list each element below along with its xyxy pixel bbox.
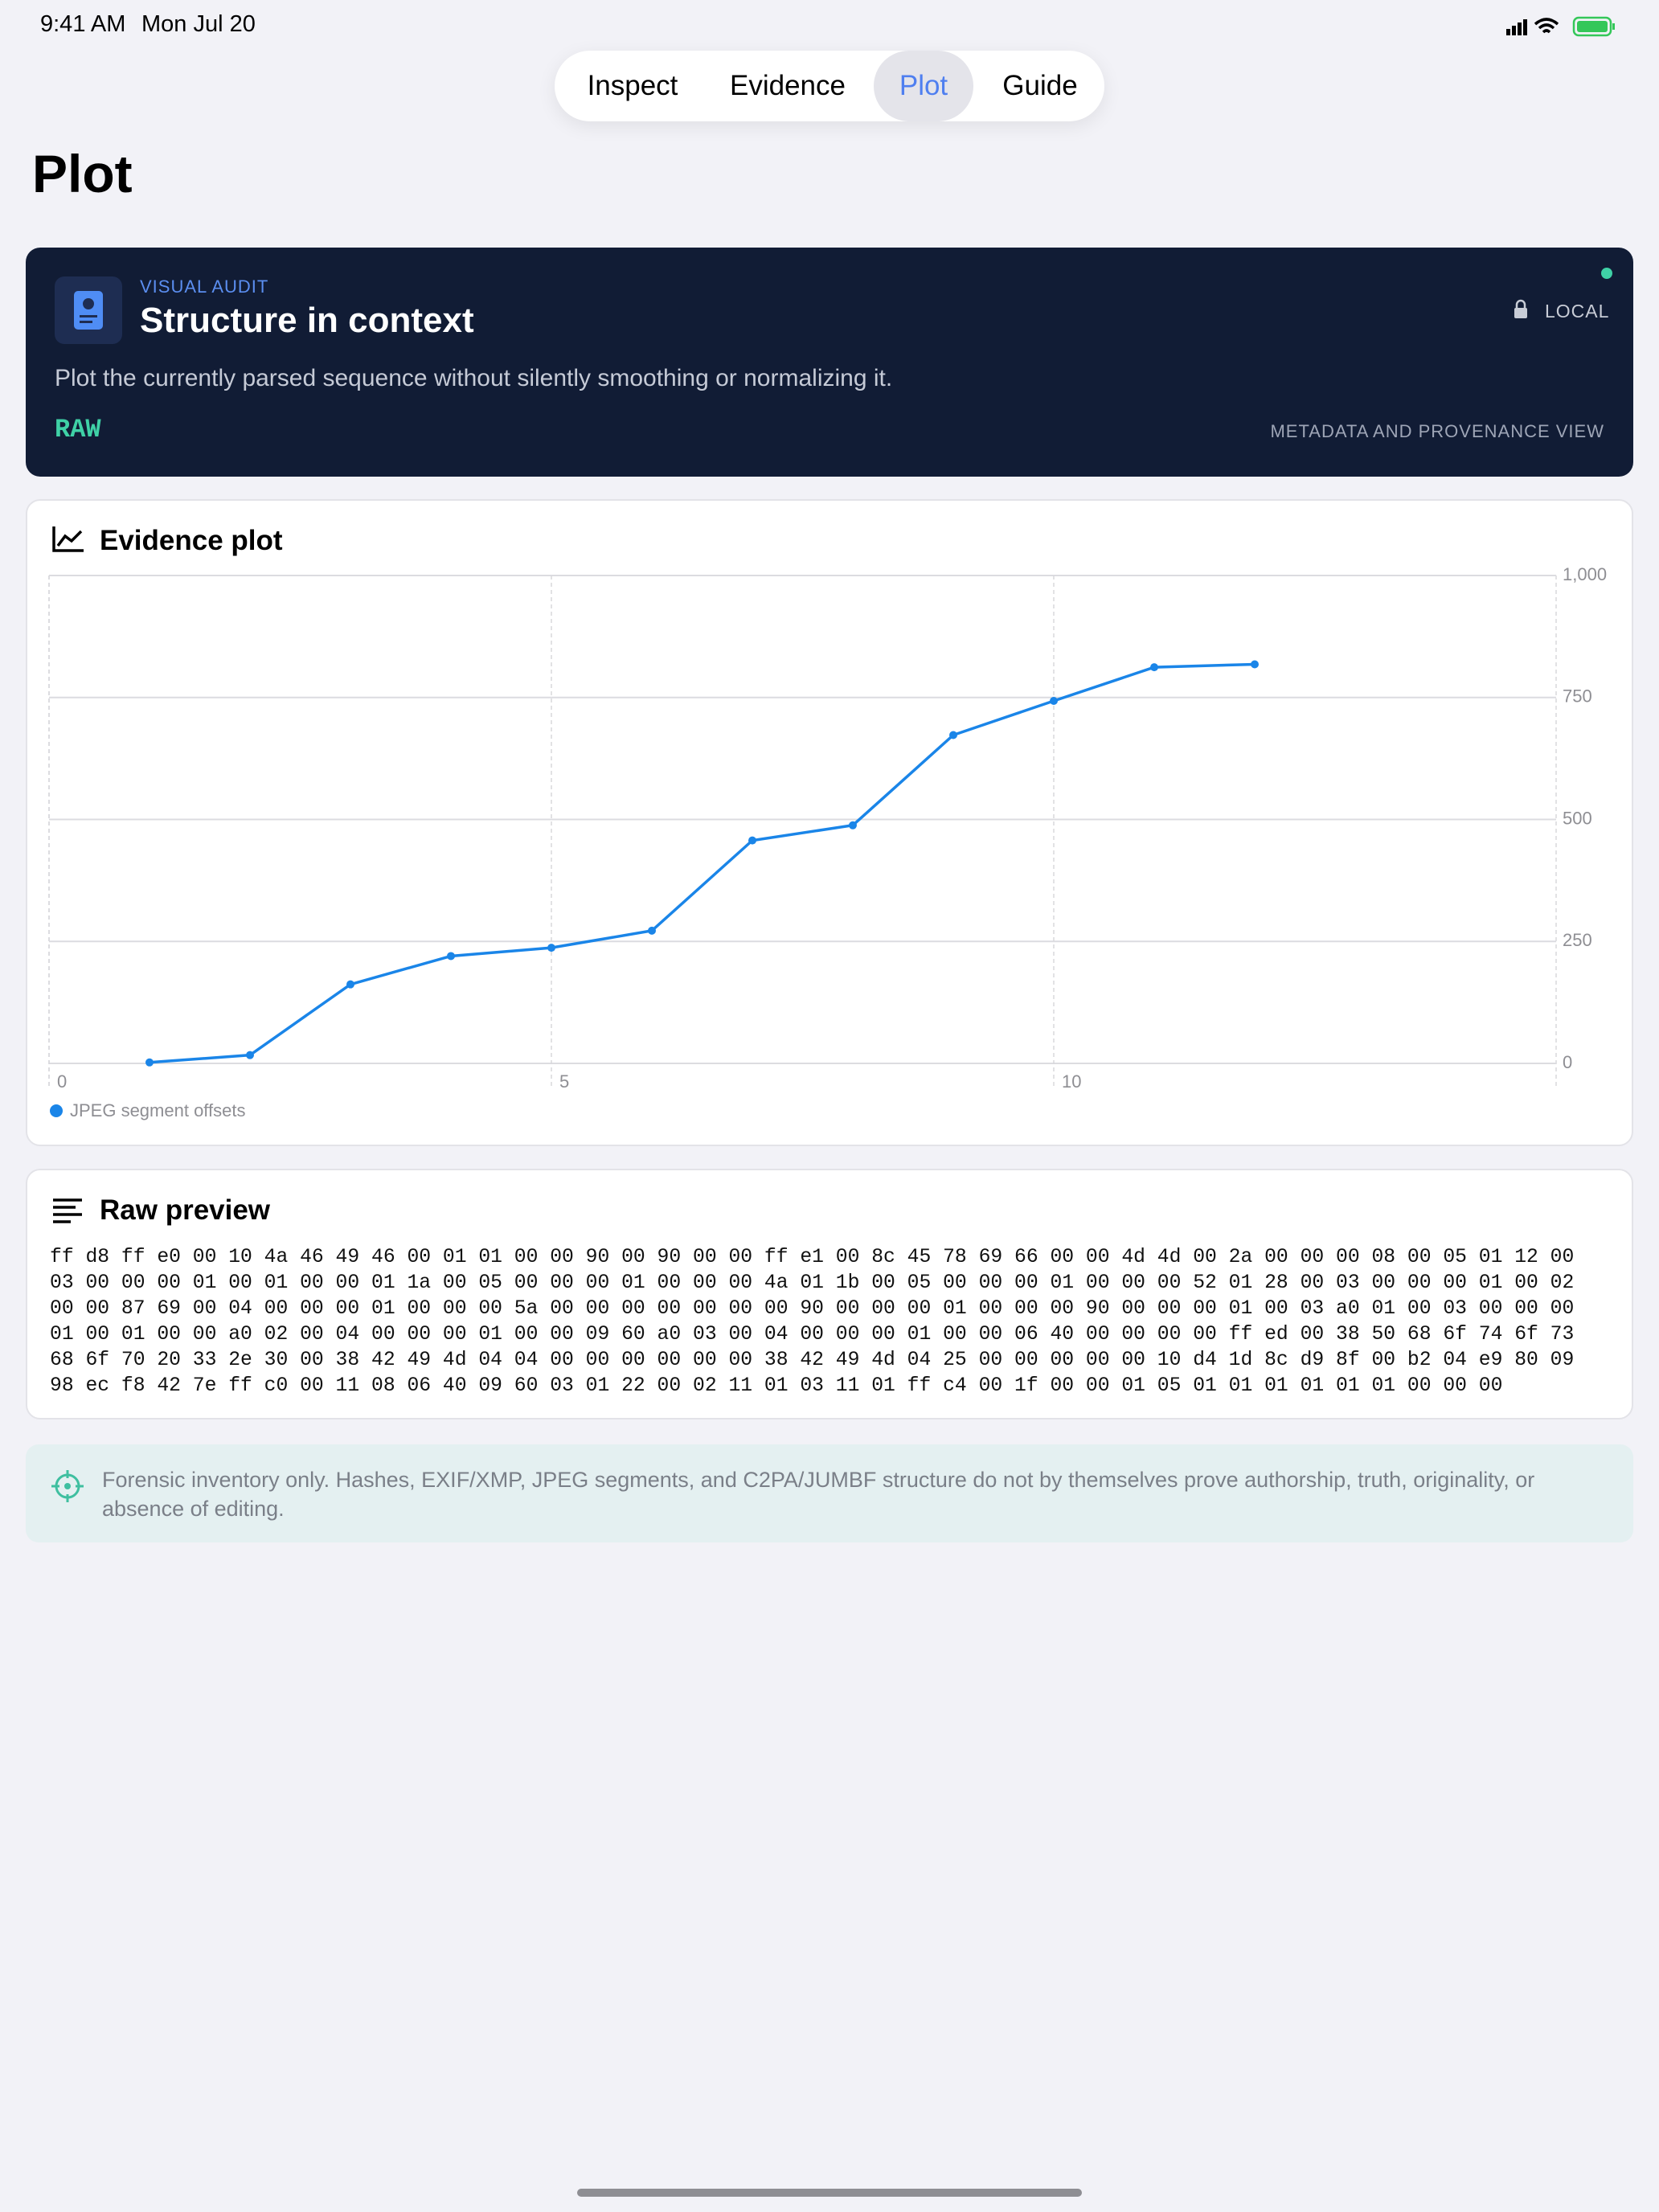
hex-line: 01 00 01 00 00 a0 02 00 04 00 00 00 01 0… — [50, 1323, 1575, 1346]
data-point — [1251, 660, 1259, 669]
hex-line: 68 6f 70 20 33 2e 30 00 38 42 49 4d 04 0… — [50, 1349, 1575, 1371]
data-point — [648, 926, 656, 935]
hex-line: 03 00 00 00 01 00 01 00 00 01 1a 00 05 0… — [50, 1272, 1575, 1294]
x-tick-label: 0 — [57, 1071, 67, 1092]
data-point — [145, 1058, 154, 1067]
lock-icon — [1514, 299, 1527, 318]
legend-dot — [50, 1104, 63, 1117]
banner-eyebrow: VISUAL AUDIT — [140, 276, 269, 297]
raw-title: Raw preview — [100, 1194, 271, 1226]
data-point — [1050, 696, 1058, 705]
status-time: 9:41 AM — [40, 11, 126, 37]
y-tick-label: 250 — [1563, 930, 1592, 950]
x-tick-label: 10 — [1062, 1071, 1081, 1092]
y-tick-label: 1,000 — [1563, 564, 1607, 584]
status-icons — [1506, 16, 1615, 37]
hex-line: 00 00 87 69 00 04 00 00 00 01 00 00 00 5… — [50, 1297, 1575, 1320]
tab[interactable]: Inspect — [587, 70, 678, 101]
series-line — [149, 662, 1256, 1064]
banner-description: Plot the currently parsed sequence witho… — [55, 365, 893, 391]
hex-block: ff d8 ff e0 00 10 4a 46 49 46 00 01 01 0… — [50, 1244, 1574, 1399]
tab[interactable]: Plot — [874, 51, 973, 121]
y-tick-label: 750 — [1563, 686, 1592, 707]
note-icon — [51, 1470, 84, 1502]
chart-icon — [52, 526, 84, 552]
legend-label: JPEG segment offsets — [70, 1100, 245, 1120]
data-point — [346, 980, 354, 989]
tab[interactable]: Evidence — [730, 70, 846, 101]
hex-line: 98 ec f8 42 7e ff c0 00 11 08 06 40 09 6… — [50, 1374, 1503, 1397]
banner-footer: METADATA AND PROVENANCE VIEW — [1270, 421, 1604, 441]
data-point — [1150, 663, 1158, 672]
status-dot — [1601, 268, 1612, 279]
y-tick-label: 0 — [1563, 1052, 1572, 1072]
banner-icon — [55, 276, 122, 344]
data-point — [748, 836, 756, 845]
chart-card: Evidence plot — [26, 499, 1633, 1146]
data-point — [547, 944, 555, 952]
data-point — [949, 731, 957, 739]
banner: VISUAL AUDIT Structure in context LOCAL … — [26, 248, 1633, 477]
tab[interactable]: Guide — [1002, 70, 1078, 101]
chart: 0 250 500 750 1,000 0 5 10 JPEG segment offsets — [48, 564, 1607, 1120]
raw-preview-card: Raw preview ff d8 ff e0 00 10 4a 46 49 4… — [26, 1169, 1633, 1419]
data-point — [849, 821, 857, 830]
page-title: Plot — [32, 144, 133, 203]
hex-line: ff d8 ff e0 00 10 4a 46 49 46 00 01 01 0… — [50, 1246, 1575, 1268]
home-indicator — [577, 2189, 1082, 2197]
banner-title: Structure in context — [140, 301, 474, 340]
chart-title: Evidence plot — [100, 525, 283, 556]
data-point — [246, 1051, 254, 1059]
y-tick-label: 500 — [1563, 808, 1592, 828]
note-text: Forensic inventory only. Hashes, EXIF/XM… — [102, 1468, 1535, 1521]
tab-bar: Inspect Evidence Plot Guide — [555, 51, 1104, 121]
status-date: Mon Jul 20 — [141, 11, 256, 37]
note-box: Forensic inventory only. Hashes, EXIF/XM… — [26, 1444, 1633, 1542]
banner-badge: LOCAL — [1545, 301, 1610, 322]
raw-icon — [53, 1198, 82, 1223]
x-tick-label: 5 — [559, 1071, 569, 1092]
banner-mode: RAW — [55, 415, 101, 444]
data-point — [447, 952, 455, 961]
